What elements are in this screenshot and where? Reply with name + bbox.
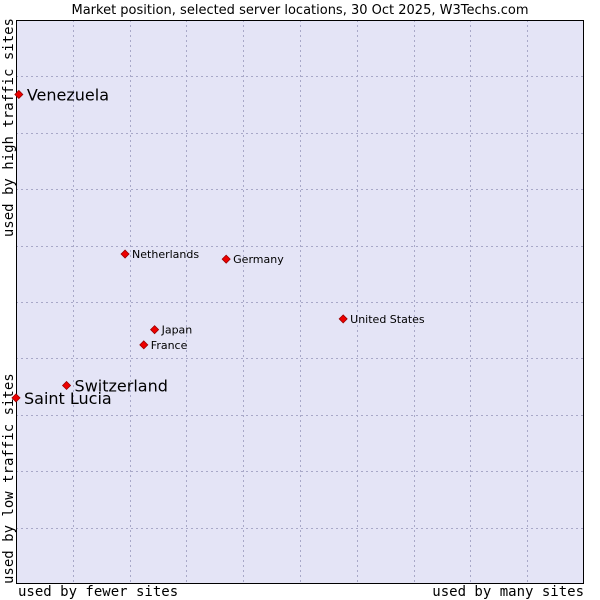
point-label: Netherlands bbox=[132, 248, 199, 261]
chart-title: Market position, selected server locatio… bbox=[71, 3, 528, 18]
point-label: United States bbox=[350, 313, 425, 326]
data-point-netherlands: Netherlands bbox=[120, 248, 199, 261]
data-point-switzerland: Switzerland bbox=[61, 376, 168, 395]
x-axis-label-left: used by fewer sites bbox=[18, 584, 178, 600]
point-marker bbox=[11, 393, 21, 403]
point-marker bbox=[61, 380, 72, 391]
point-marker bbox=[120, 249, 130, 259]
y-axis-label-top: used by high traffic sites bbox=[1, 18, 17, 237]
data-points: Venezuela Netherlands Germany United States… bbox=[11, 85, 425, 408]
point-label: Germany bbox=[233, 253, 284, 266]
y-axis-label-bottom: used by low traffic sites bbox=[1, 373, 17, 584]
grid-lines bbox=[16, 20, 584, 584]
data-point-saint-lucia: Saint Lucia bbox=[11, 389, 112, 408]
point-marker bbox=[14, 89, 24, 100]
data-point-united-states: United States bbox=[338, 313, 425, 326]
point-label: Japan bbox=[161, 324, 193, 337]
point-label: Venezuela bbox=[27, 85, 109, 104]
point-marker bbox=[338, 314, 348, 324]
plot-border bbox=[16, 20, 584, 584]
data-point-germany: Germany bbox=[221, 253, 284, 266]
point-marker bbox=[139, 340, 149, 350]
x-axis-label-right: used by many sites bbox=[432, 584, 584, 600]
point-marker bbox=[150, 325, 160, 335]
point-marker bbox=[221, 254, 231, 264]
point-label: Saint Lucia bbox=[24, 389, 112, 408]
data-point-france: France bbox=[139, 339, 188, 352]
data-point-japan: Japan bbox=[150, 324, 193, 337]
data-point-venezuela: Venezuela bbox=[14, 85, 109, 104]
point-label: France bbox=[151, 339, 188, 352]
point-label: Switzerland bbox=[75, 376, 168, 395]
